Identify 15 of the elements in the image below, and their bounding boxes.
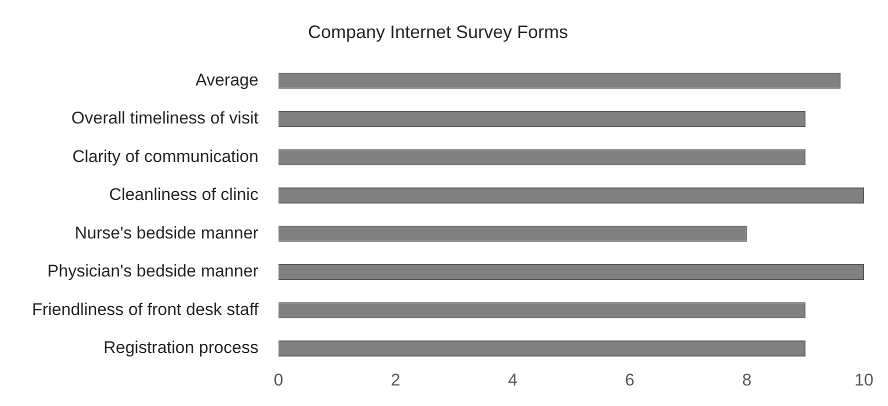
y-tick-label: Cleanliness of clinic <box>109 185 259 204</box>
x-tick-label: 4 <box>508 370 518 390</box>
x-tick-label: 6 <box>625 370 635 390</box>
y-tick-label: Overall timeliness of visit <box>71 108 259 128</box>
y-tick-label: Registration process <box>103 338 258 358</box>
y-tick-label: Friendliness of front desk staff <box>32 300 259 319</box>
x-tick-label: 0 <box>274 370 284 390</box>
x-tick-label: 10 <box>854 370 874 390</box>
y-tick-label: Average <box>195 70 258 90</box>
chart-title: Company Internet Survey Forms <box>308 22 568 42</box>
y-tick-label: Clarity of communication <box>72 146 258 166</box>
x-tick-label: 2 <box>390 370 400 390</box>
x-tick-label: 8 <box>742 370 752 390</box>
y-tick-label: Physician's bedside manner <box>47 262 259 281</box>
y-tick-label: Nurse's bedside manner <box>74 223 259 242</box>
